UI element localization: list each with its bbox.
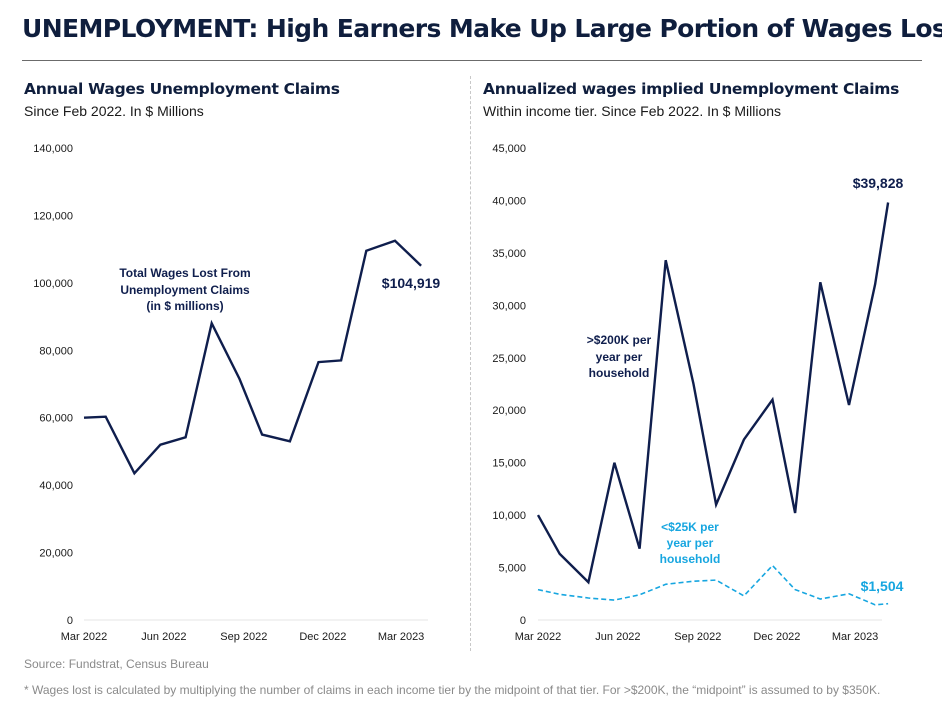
data-point [420, 265, 422, 267]
data-point [559, 593, 561, 595]
data-point [874, 283, 876, 285]
data-point [887, 603, 889, 605]
end-value-label: $39,828 [853, 175, 904, 191]
y-tick-label: 30,000 [492, 300, 526, 312]
data-point [559, 553, 561, 555]
series-label-line: household [589, 366, 650, 380]
title-divider [22, 60, 922, 61]
x-tick-label: Mar 2022 [515, 631, 561, 643]
data-point [211, 322, 213, 324]
data-point [639, 594, 641, 596]
y-tick-label: 45,000 [492, 143, 526, 155]
data-point [340, 359, 342, 361]
y-tick-label: 100,000 [33, 278, 73, 290]
series-label-line: Unemployment Claims [120, 283, 250, 297]
x-tick-label: Mar 2023 [378, 631, 424, 643]
data-point [772, 564, 774, 566]
y-tick-label: 20,000 [39, 548, 73, 560]
data-point [318, 361, 320, 363]
series-label-line: household [660, 552, 721, 566]
y-tick-label: 80,000 [39, 345, 73, 357]
data-point [261, 434, 263, 436]
data-point [185, 436, 187, 438]
data-point [819, 598, 821, 600]
data-point [715, 579, 717, 581]
data-point [537, 514, 539, 516]
x-tick-label: Mar 2023 [832, 631, 878, 643]
data-point [133, 472, 135, 474]
data-point [794, 589, 796, 591]
series-label-line: (in $ millions) [146, 299, 223, 313]
right-panel-subtitle: Within income tier. Since Feb 2022. In $… [483, 103, 782, 119]
data-point [587, 597, 589, 599]
y-tick-label: 35,000 [492, 248, 526, 260]
data-point [692, 580, 694, 582]
y-tick-label: 10,000 [492, 510, 526, 522]
data-point [874, 604, 876, 606]
data-point [613, 462, 615, 464]
left-panel-subtitle: Since Feb 2022. In $ Millions [24, 103, 204, 119]
data-point [83, 417, 85, 419]
data-point [365, 250, 367, 252]
y-tick-label: 25,000 [492, 353, 526, 365]
data-point [772, 399, 774, 401]
data-point [613, 599, 615, 601]
y-tick-label: 20,000 [492, 405, 526, 417]
data-point [743, 595, 745, 597]
x-tick-label: Mar 2022 [61, 631, 107, 643]
data-point [794, 512, 796, 514]
data-point [692, 383, 694, 385]
data-point [105, 416, 107, 418]
x-tick-label: Dec 2022 [299, 631, 346, 643]
data-point [537, 589, 539, 591]
y-tick-label: 5,000 [498, 563, 526, 575]
left-chart: 0 20,000 40,000 60,000 80,000 100,000 120,000 1… [33, 143, 441, 643]
series-line-0 [536, 202, 890, 585]
source-note: Source: Fundstrat, Census Bureau [24, 657, 209, 671]
y-tick-label: 0 [520, 615, 526, 627]
data-point [587, 581, 589, 583]
data-point [394, 240, 396, 242]
data-point [887, 202, 889, 204]
data-point [238, 378, 240, 380]
series-label-line: <$25K per [661, 520, 719, 534]
left-panel-title: Annual Wages Unemployment Claims [24, 80, 340, 98]
end-value-label: $1,504 [861, 578, 904, 594]
y-tick-label: 60,000 [39, 413, 73, 425]
series-label-line: >$200K per [587, 333, 652, 347]
data-point [289, 440, 291, 442]
x-tick-label: Jun 2022 [595, 631, 640, 643]
data-point [639, 548, 641, 550]
data-point [665, 259, 667, 261]
y-tick-label: 140,000 [33, 143, 73, 155]
data-point [848, 404, 850, 406]
y-tick-label: 15,000 [492, 458, 526, 470]
end-value-label: $104,919 [382, 275, 441, 291]
x-tick-label: Sep 2022 [674, 631, 721, 643]
data-point [715, 504, 717, 506]
y-tick-label: 40,000 [39, 480, 73, 492]
x-tick-label: Sep 2022 [220, 631, 267, 643]
y-tick-label: 40,000 [492, 195, 526, 207]
data-point [819, 281, 821, 283]
panel-divider [470, 76, 471, 651]
footnote: * Wages lost is calculated by multiplyin… [24, 683, 881, 697]
series-line-0 [83, 239, 422, 476]
series-label-line: year per [596, 350, 643, 364]
series-label-line: Total Wages Lost From [119, 266, 250, 280]
data-point [848, 593, 850, 595]
data-point [743, 439, 745, 441]
y-tick-label: 120,000 [33, 210, 73, 222]
y-tick-label: 0 [67, 615, 73, 627]
x-tick-label: Jun 2022 [141, 631, 186, 643]
right-panel-title: Annualized wages implied Unemployment Cl… [483, 80, 899, 98]
x-tick-label: Dec 2022 [753, 631, 800, 643]
data-point [159, 444, 161, 446]
page-title: UNEMPLOYMENT: High Earners Make Up Large… [22, 14, 942, 43]
series-line-1 [537, 564, 889, 606]
data-point [665, 583, 667, 585]
series-label-line: year per [667, 536, 714, 550]
